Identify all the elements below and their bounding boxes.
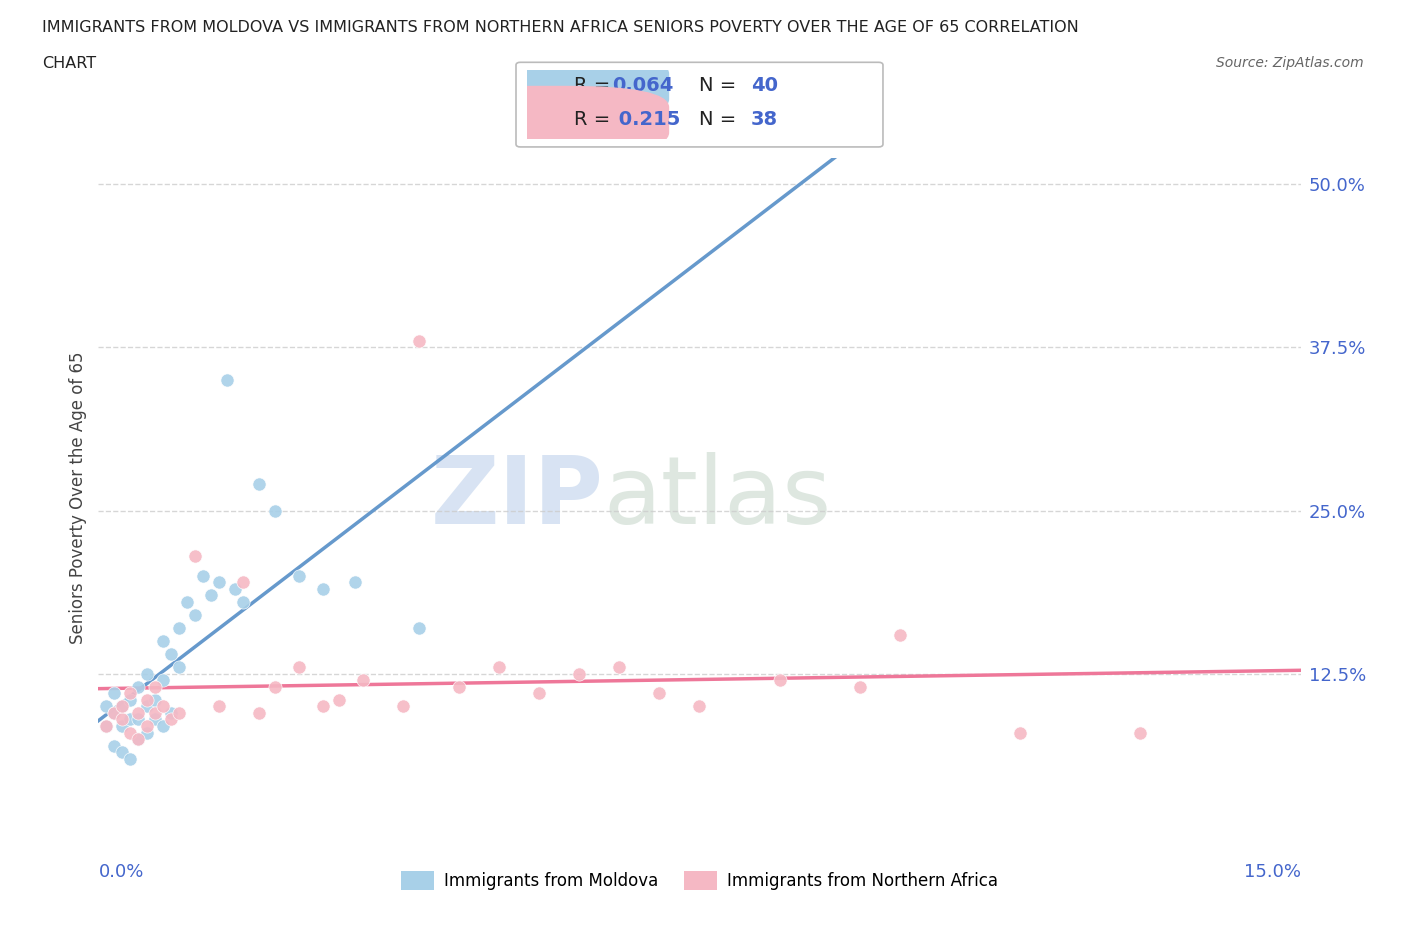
Point: [688, 699, 710, 714]
Text: IMMIGRANTS FROM MOLDOVA VS IMMIGRANTS FROM NORTHERN AFRICA SENIORS POVERTY OVER : IMMIGRANTS FROM MOLDOVA VS IMMIGRANTS FR…: [42, 20, 1078, 35]
Point: [183, 607, 205, 622]
Text: R =: R =: [574, 111, 616, 129]
Text: R =: R =: [574, 76, 616, 95]
Point: [328, 693, 350, 708]
Point: [191, 568, 214, 583]
Point: [352, 673, 374, 688]
Text: Source: ZipAtlas.com: Source: ZipAtlas.com: [1216, 56, 1364, 70]
Point: [135, 693, 157, 708]
Point: [392, 699, 415, 714]
Point: [312, 581, 335, 596]
Point: [96, 699, 118, 714]
Point: [152, 699, 174, 714]
Text: CHART: CHART: [42, 56, 96, 71]
FancyBboxPatch shape: [430, 53, 668, 120]
Point: [111, 745, 134, 760]
Point: [609, 660, 631, 675]
Point: [103, 706, 125, 721]
Point: [200, 588, 222, 603]
Point: [143, 680, 166, 695]
Point: [120, 725, 142, 740]
Point: [103, 686, 125, 701]
Point: [135, 667, 157, 682]
Point: [232, 594, 254, 609]
Point: [488, 660, 510, 675]
Point: [529, 686, 551, 701]
Point: [111, 719, 134, 734]
Text: N =: N =: [700, 111, 742, 129]
Point: [167, 620, 190, 635]
Point: [96, 719, 118, 734]
Y-axis label: Seniors Poverty Over the Age of 65: Seniors Poverty Over the Age of 65: [69, 352, 87, 644]
Point: [111, 699, 134, 714]
Text: N =: N =: [700, 76, 742, 95]
Point: [120, 686, 142, 701]
Text: atlas: atlas: [603, 452, 831, 543]
Point: [159, 706, 181, 721]
Point: [648, 686, 671, 701]
Point: [176, 594, 198, 609]
Point: [215, 373, 238, 388]
Point: [120, 693, 142, 708]
Point: [111, 712, 134, 727]
Point: [208, 575, 231, 590]
Point: [263, 503, 285, 518]
Point: [568, 667, 591, 682]
Point: [143, 706, 166, 721]
Text: 15.0%: 15.0%: [1243, 863, 1301, 882]
Point: [143, 693, 166, 708]
Point: [247, 706, 270, 721]
Point: [167, 660, 190, 675]
Point: [120, 751, 142, 766]
Point: [343, 575, 366, 590]
Point: [208, 699, 231, 714]
Point: [263, 680, 285, 695]
Point: [103, 738, 125, 753]
Point: [408, 334, 430, 349]
Text: 38: 38: [751, 111, 779, 129]
Point: [447, 680, 470, 695]
Point: [152, 719, 174, 734]
Point: [768, 673, 790, 688]
Point: [120, 712, 142, 727]
Point: [152, 673, 174, 688]
Point: [128, 680, 150, 695]
Point: [128, 712, 150, 727]
Text: 0.215: 0.215: [612, 111, 681, 129]
Point: [135, 725, 157, 740]
Point: [312, 699, 335, 714]
Point: [247, 477, 270, 492]
Point: [224, 581, 246, 596]
Point: [128, 732, 150, 747]
Point: [167, 706, 190, 721]
Point: [96, 719, 118, 734]
Text: 0.0%: 0.0%: [98, 863, 143, 882]
Point: [288, 660, 311, 675]
Point: [889, 627, 911, 642]
Point: [1129, 725, 1152, 740]
Point: [152, 633, 174, 648]
Text: 0.064: 0.064: [612, 76, 673, 95]
Point: [135, 699, 157, 714]
Point: [232, 575, 254, 590]
Point: [288, 568, 311, 583]
Point: [1010, 725, 1032, 740]
Legend: Immigrants from Moldova, Immigrants from Northern Africa: Immigrants from Moldova, Immigrants from…: [394, 864, 1005, 897]
Point: [103, 706, 125, 721]
Point: [849, 680, 872, 695]
Point: [128, 732, 150, 747]
FancyBboxPatch shape: [430, 86, 668, 153]
Point: [143, 712, 166, 727]
Point: [159, 646, 181, 661]
Text: 40: 40: [751, 76, 778, 95]
Point: [135, 719, 157, 734]
Point: [183, 549, 205, 564]
Point: [408, 620, 430, 635]
Point: [159, 712, 181, 727]
Point: [111, 699, 134, 714]
Point: [128, 706, 150, 721]
Text: ZIP: ZIP: [430, 452, 603, 543]
